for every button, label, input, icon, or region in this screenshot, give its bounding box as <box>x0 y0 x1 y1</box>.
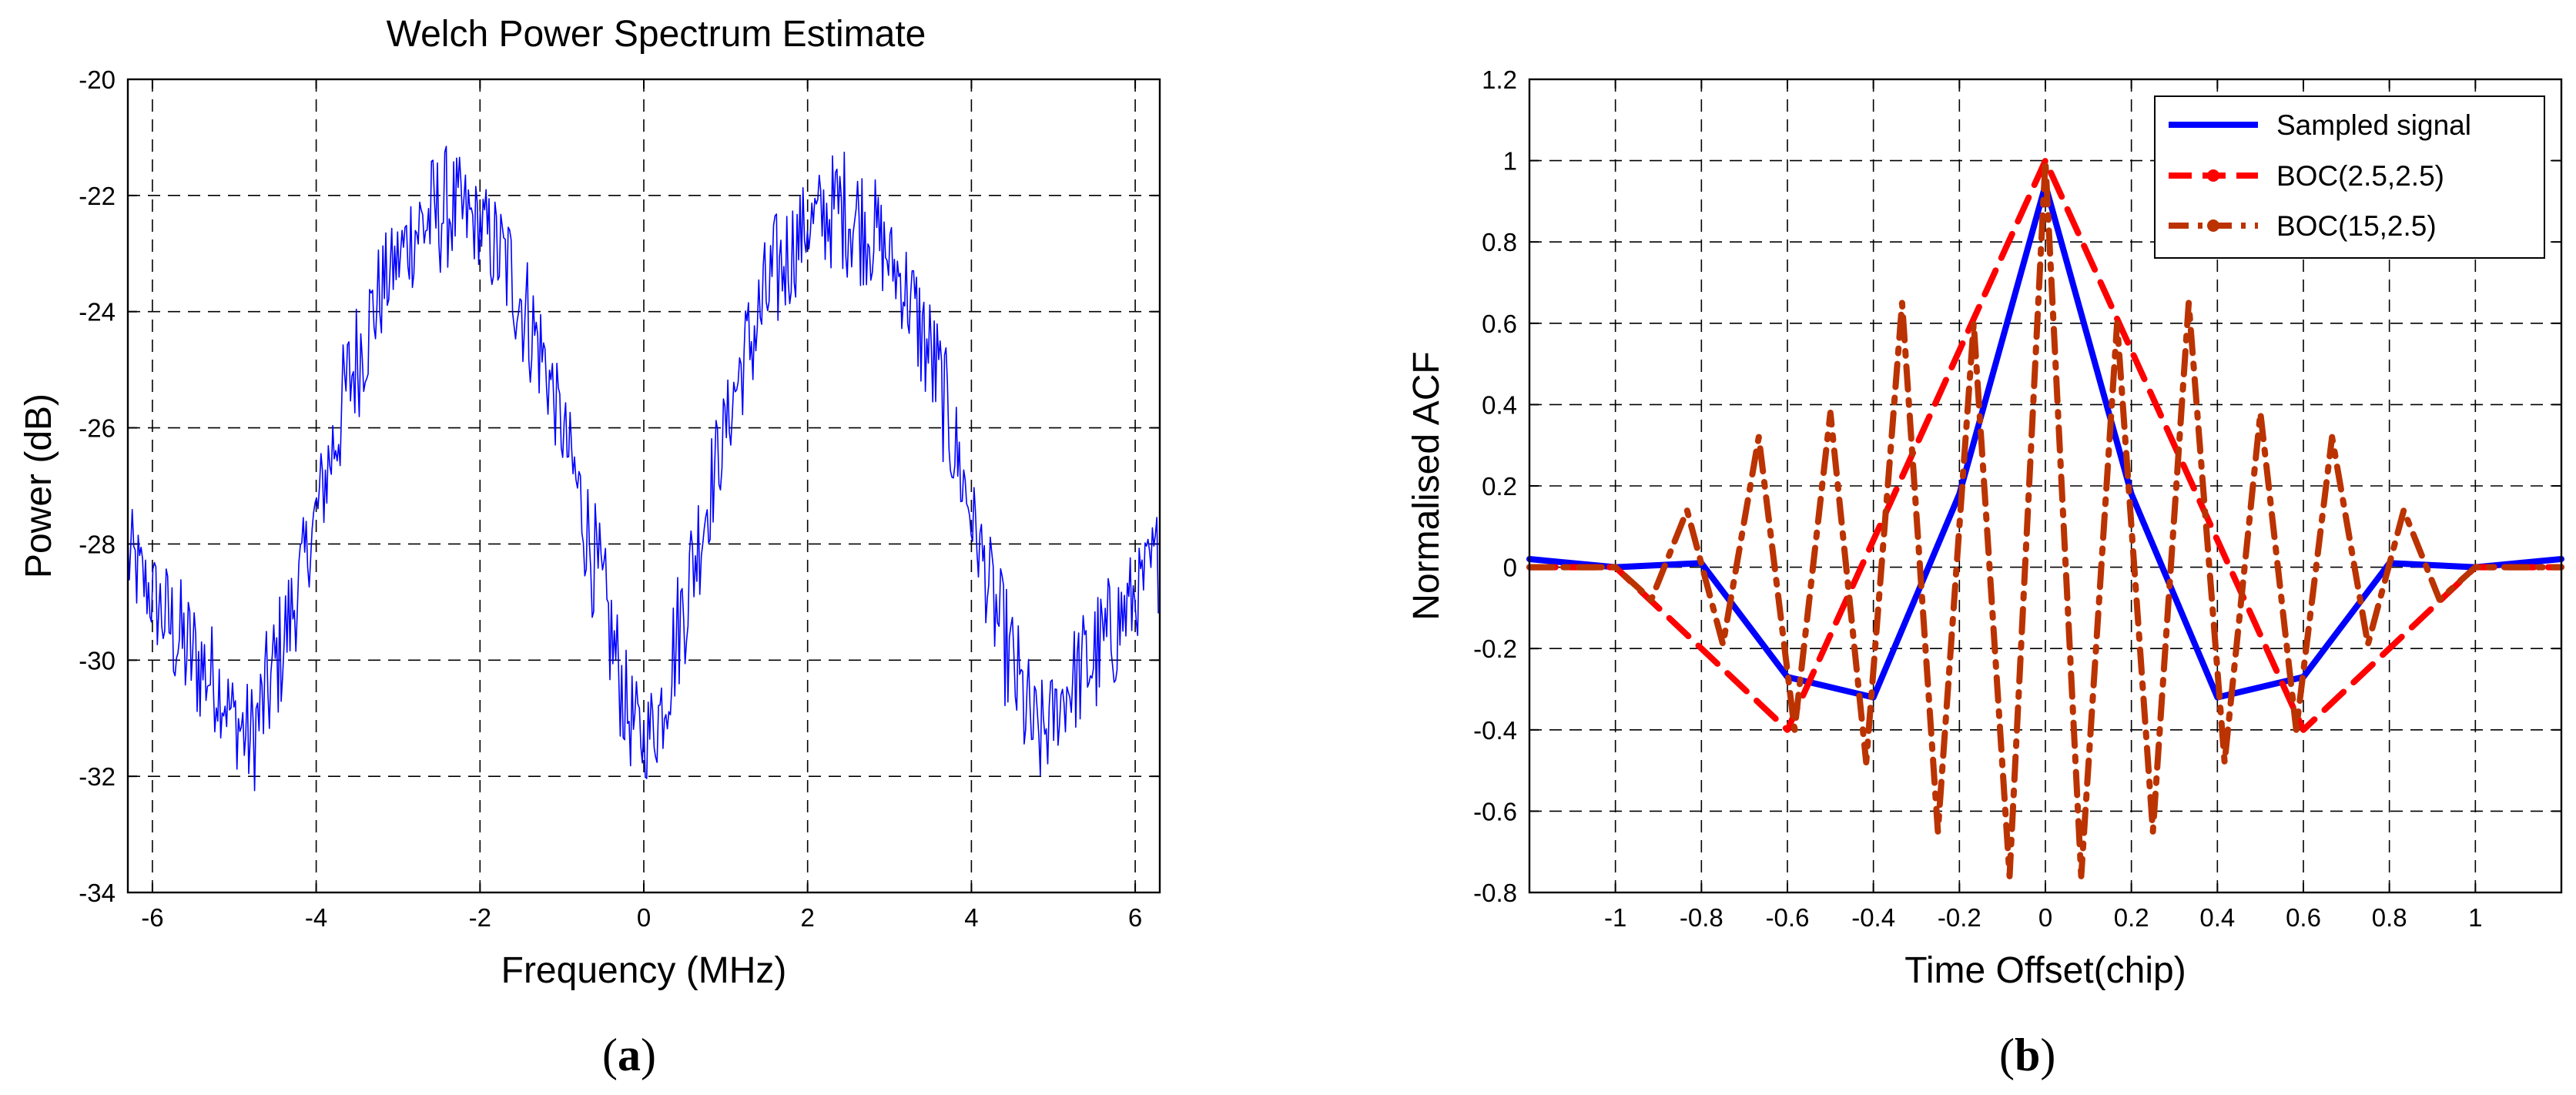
panel-a-title: Welch Power Spectrum Estimate <box>387 14 926 55</box>
series-line-2 <box>1526 157 2564 879</box>
x-tick-label: 4 <box>964 903 978 932</box>
y-tick-label: 0.8 <box>1482 228 1517 256</box>
x-tick-label: -6 <box>141 903 163 932</box>
panel-b-ticks: -1 -0.8 -0.6 -0.4 -0.2 0 0.2 0.4 0.6 0.8 1 -0.8 -0.6… <box>1473 65 2561 932</box>
y-tick-label: -20 <box>79 65 116 94</box>
y-tick-label: 0.2 <box>1482 472 1517 501</box>
y-tick-label: -26 <box>79 414 116 443</box>
x-tick-label: -1 <box>1604 903 1626 932</box>
y-tick-label: -0.2 <box>1473 635 1517 663</box>
x-tick-label: 6 <box>1128 903 1142 932</box>
x-tick-label: -0.6 <box>1766 903 1810 932</box>
y-tick-label: -30 <box>79 646 116 675</box>
panel-a-ticks: -6 -4 -2 0 2 4 6-34-32-30-28-26-24-22-20 <box>79 65 1160 932</box>
x-tick-label: -4 <box>305 903 327 932</box>
x-tick-label: 0.2 <box>2114 903 2149 932</box>
y-tick-label: 1.2 <box>1482 65 1517 94</box>
y-tick-label: 1 <box>1503 147 1517 176</box>
legend-label-sampled-signal: Sampled signal <box>2276 109 2471 141</box>
y-tick-label: -0.4 <box>1473 716 1517 745</box>
y-tick-label: -22 <box>79 182 116 210</box>
x-tick-label: 1 <box>2468 903 2482 932</box>
panel-a-grid <box>128 79 1160 892</box>
x-tick-label: 2 <box>801 903 815 932</box>
panel-a-psd-chart: Welch Power Spectrum Estimate -6 -4 -2 0 2 4 6… <box>18 14 1161 1080</box>
legend-label-boc-2-5: BOC(2.5,2.5) <box>2276 160 2444 192</box>
x-tick-label: 0 <box>637 903 651 932</box>
y-tick-label: -34 <box>79 879 116 907</box>
series-line-0 <box>127 146 1161 792</box>
x-tick-label: -0.2 <box>1938 903 1981 932</box>
x-tick-label: 0.4 <box>2199 903 2235 932</box>
x-tick-label: 0.8 <box>2372 903 2407 932</box>
panel-b-series <box>1526 157 2564 879</box>
panel-b-acf-chart: -1 -0.8 -0.6 -0.4 -0.2 0 0.2 0.4 0.6 0.8 1 -0.8 -0.6… <box>1406 65 2564 1080</box>
x-tick-label: 0.6 <box>2286 903 2321 932</box>
panel-a-ylabel: Power (dB) <box>18 393 59 578</box>
y-tick-label: -24 <box>79 298 116 326</box>
panel-b-caption: (b) <box>1999 1030 2055 1080</box>
legend-marker-boc-2-5 <box>2207 169 2219 182</box>
y-tick-label: -32 <box>79 762 116 791</box>
panel-b-ylabel: Normalised ACF <box>1406 351 1447 620</box>
panel-b-xlabel: Time Offset(chip) <box>1904 950 2186 991</box>
panel-a-xlabel: Frequency (MHz) <box>501 950 787 991</box>
y-tick-label: 0.4 <box>1482 390 1517 419</box>
x-tick-label: 0 <box>2038 903 2052 932</box>
legend-marker-boc-15 <box>2207 219 2219 232</box>
panel-a-axes-frame <box>126 78 1161 894</box>
x-tick-label: -0.4 <box>1851 903 1895 932</box>
panel-a-caption: (a) <box>602 1030 656 1080</box>
legend-label-boc-15: BOC(15,2.5) <box>2276 210 2437 242</box>
y-tick-label: 0.6 <box>1482 310 1517 338</box>
y-tick-label: 0 <box>1503 554 1517 582</box>
panel-b-axes-frame <box>1528 78 2563 894</box>
x-tick-label: -0.8 <box>1680 903 1723 932</box>
panel-a-series <box>127 146 1161 792</box>
y-tick-label: -0.6 <box>1473 797 1517 825</box>
y-tick-label: -0.8 <box>1473 879 1517 907</box>
x-tick-label: -2 <box>469 903 491 932</box>
y-tick-label: -28 <box>79 530 116 558</box>
panel-b-legend: Sampled signal BOC(2.5,2.5) BOC(15,2.5) <box>2154 95 2545 259</box>
